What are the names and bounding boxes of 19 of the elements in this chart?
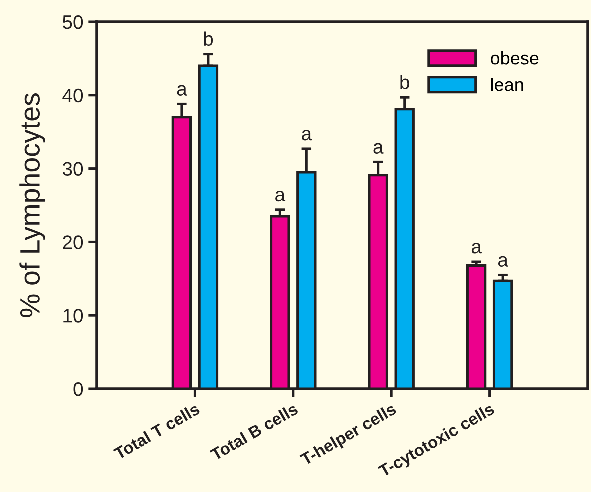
x-tick-label: Total B cells: [210, 402, 299, 462]
data-label: a: [177, 85, 188, 96]
y-tick-label: 40: [62, 88, 84, 103]
data-label: a: [472, 243, 482, 254]
data-label: b: [204, 32, 214, 46]
y-axis-title: % of Lymphocytes: [20, 94, 46, 318]
data-label: a: [498, 256, 508, 267]
y-tick-label: 10: [64, 309, 84, 323]
data-label: b: [400, 75, 410, 90]
y-tick-label: 50: [62, 15, 84, 30]
x-tick-label: Total T cells: [113, 402, 201, 460]
y-tick-label: 20: [63, 236, 84, 250]
y-tick-label: 0: [74, 382, 84, 396]
legend-label: lean: [491, 78, 524, 92]
data-label: a: [276, 191, 286, 202]
data-label: a: [302, 130, 312, 141]
legend-label: obese: [491, 52, 539, 65]
y-tick-label: 30: [62, 162, 84, 176]
data-label: a: [374, 143, 384, 154]
